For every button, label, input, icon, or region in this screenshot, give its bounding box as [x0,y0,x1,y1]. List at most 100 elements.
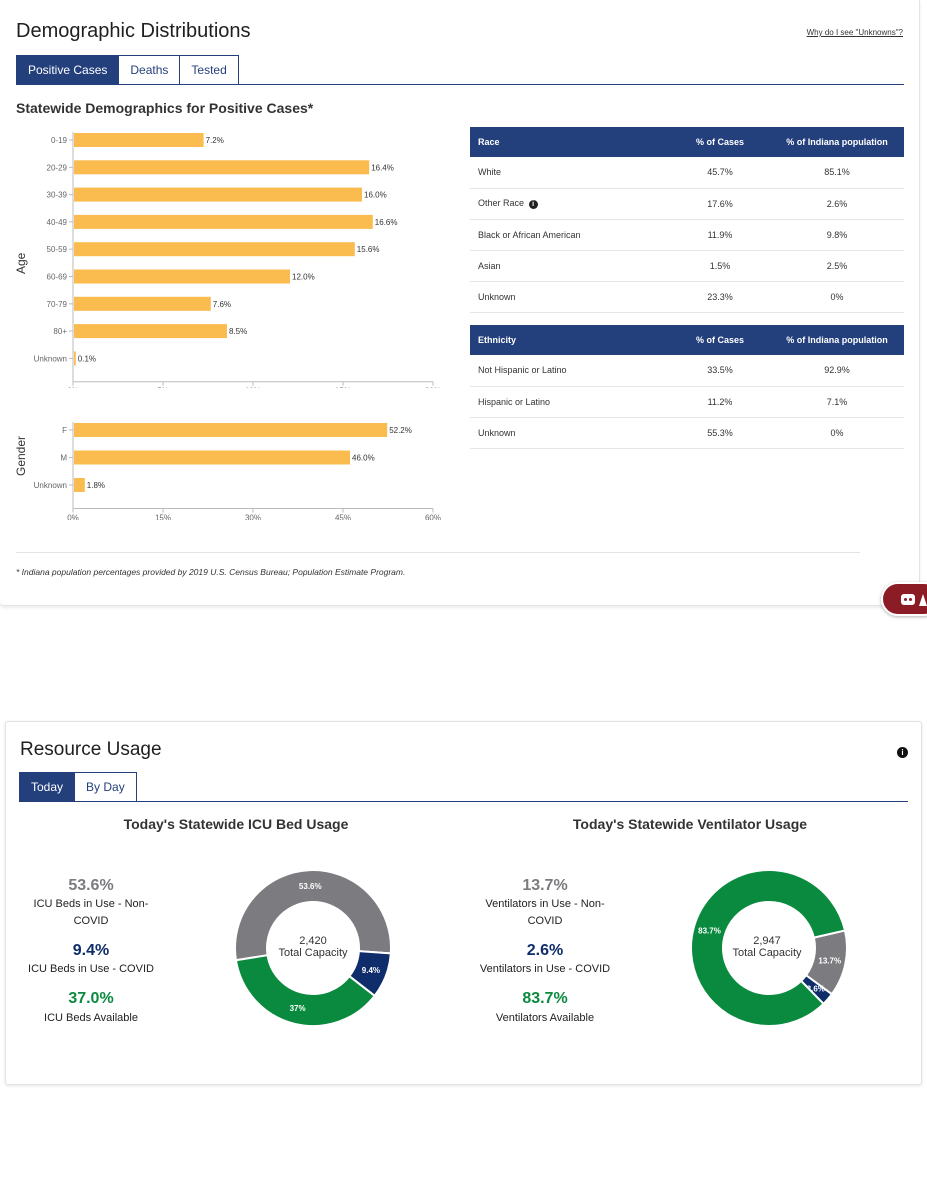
tab-deaths[interactable]: Deaths [119,55,181,85]
ethnicity-name: Hispanic or Latino [470,386,670,418]
bar [74,296,211,311]
bar-value-label: 15.6% [357,245,380,254]
vent-non-covid-label: Ventilators in Use - Non-COVID [485,898,605,927]
vent-total-capacity-value: 2,947 [753,935,781,947]
age-bar-chart: 0-19 7.2% 20-29 16.4% 30-39 16.0% 40-49 16.6% 50… [34,132,441,388]
icu-donut-chart: 53.6% 9.4% 37% [234,869,392,1027]
table-row: White 45.7% 85.1% [470,157,904,189]
tab-positive-cases[interactable]: Positive Cases [16,55,120,85]
bar-value-label: 46.0% [352,454,375,463]
table-row: Asian 1.5% 2.5% [470,250,904,282]
donut-slice [234,954,377,1027]
ethnicity-cases: 11.2% [670,386,770,418]
x-tick-label: 15% [155,514,171,521]
bar-value-label: 1.8% [87,481,105,490]
category-label: M [60,454,67,463]
tab-by-day[interactable]: By Day [75,772,137,802]
bar-value-label: 16.0% [364,191,387,200]
race-name: Black or African American [470,219,670,251]
ethnicity-table-header: Ethnicity % of Cases % of Indiana popula… [470,325,904,355]
icu-covid-label: ICU Beds in Use - COVID [28,963,154,975]
x-tick-label: 0% [67,387,79,388]
vent-available-pct: 83.7% [522,990,568,1007]
icu-non-covid-label: ICU Beds in Use - Non-COVID [33,898,149,927]
icu-covid-pct: 9.4% [72,942,110,959]
resource-usage-card: Resource Usage i Today By Day Today's St… [5,721,922,1085]
demographics-title: Demographic Distributions [16,20,251,42]
bar-value-label: 7.2% [206,136,224,145]
x-tick-label: 45% [335,514,351,521]
vent-donut-chart: 13.7% 2.6% 83.7% [690,869,848,1027]
category-label: 30-39 [47,191,68,200]
race-population-header: % of Indiana population [770,127,904,157]
icu-total-capacity-label: Total Capacity [278,947,348,959]
bar-value-label: 16.4% [371,163,394,172]
slice-label: 37% [290,1004,306,1013]
category-label: 20-29 [47,163,68,172]
icu-chart-title: Today's Statewide ICU Bed Usage [123,816,349,832]
footnote-divider [16,552,860,553]
demographics-card: Demographic Distributions Why do I see "… [0,0,920,606]
resource-title: Resource Usage [20,739,162,760]
race-population: 0% [770,281,904,313]
x-tick-label: 15% [335,387,351,388]
category-label: 80+ [53,327,67,336]
tab-tested[interactable]: Tested [180,55,239,85]
ethnicity-cases: 55.3% [670,417,770,449]
tab-today[interactable]: Today [19,772,76,802]
chatbot-button[interactable] [881,582,927,616]
icu-available-label: ICU Beds Available [44,1012,138,1024]
table-row: Other Race i 17.6% 2.6% [470,188,904,220]
icu-total-capacity-value: 2,420 [299,935,327,947]
other-race-info-icon[interactable]: i [528,199,538,209]
ethnicity-header: Ethnicity [470,325,670,355]
race-cases: 17.6% [670,188,770,220]
gender-bar-chart: F 52.2% M 46.0% Unknown 1.8% 0% 15% 30% 45% 60% [34,422,441,521]
race-cases-header: % of Cases [670,127,770,157]
race-population: 2.5% [770,250,904,282]
bar [74,269,290,284]
slice-label: 13.7% [818,957,841,966]
bar-value-label: 16.6% [375,218,398,227]
bar [74,478,85,492]
ethnicity-population-header: % of Indiana population [770,325,904,355]
demographics-subtitle: Statewide Demographics for Positive Case… [16,100,314,116]
bar-value-label: 8.5% [229,327,247,336]
race-name: White [470,157,670,189]
bar [74,160,370,175]
ethnicity-cases: 33.5% [670,355,770,387]
why-unknowns-link[interactable]: Why do I see "Unknowns"? [806,28,903,37]
slice-label: 83.7% [698,927,721,936]
table-row: Unknown 55.3% 0% [470,417,904,449]
demographics-tabs: Positive Cases Deaths Tested [16,55,239,85]
ethnicity-population: 0% [770,417,904,449]
bar [74,214,373,229]
ethnicity-name: Unknown [470,417,670,449]
race-table: Race % of Cases % of Indiana population … [470,127,904,313]
slice-label: 9.4% [362,966,380,975]
race-cases: 1.5% [670,250,770,282]
bar [74,351,76,366]
chat-arrow-icon [919,594,927,606]
resource-tabs-underline [19,801,908,802]
vent-available-label: Ventilators Available [495,1012,595,1024]
resource-tabs: Today By Day [19,772,137,802]
race-name-cell: Other Race i [470,188,670,220]
vent-non-covid-pct: 13.7% [522,877,568,894]
category-label: 40-49 [47,218,68,227]
bar-value-label: 7.6% [213,300,231,309]
category-label: 70-79 [47,300,68,309]
ethnicity-cases-header: % of Cases [670,325,770,355]
table-row: Not Hispanic or Latino 33.5% 92.9% [470,355,904,387]
race-name: Other Race [478,198,525,209]
vent-covid-pct: 2.6% [526,942,564,959]
race-cases: 23.3% [670,281,770,313]
race-population: 9.8% [770,219,904,251]
bar [74,187,362,202]
info-icon[interactable]: i [897,747,908,758]
category-label: 0-19 [51,136,68,145]
race-name: Unknown [470,281,670,313]
slice-label: 53.6% [299,882,322,891]
ethnicity-population: 7.1% [770,386,904,418]
ethnicity-table: Ethnicity % of Cases % of Indiana popula… [470,325,904,449]
